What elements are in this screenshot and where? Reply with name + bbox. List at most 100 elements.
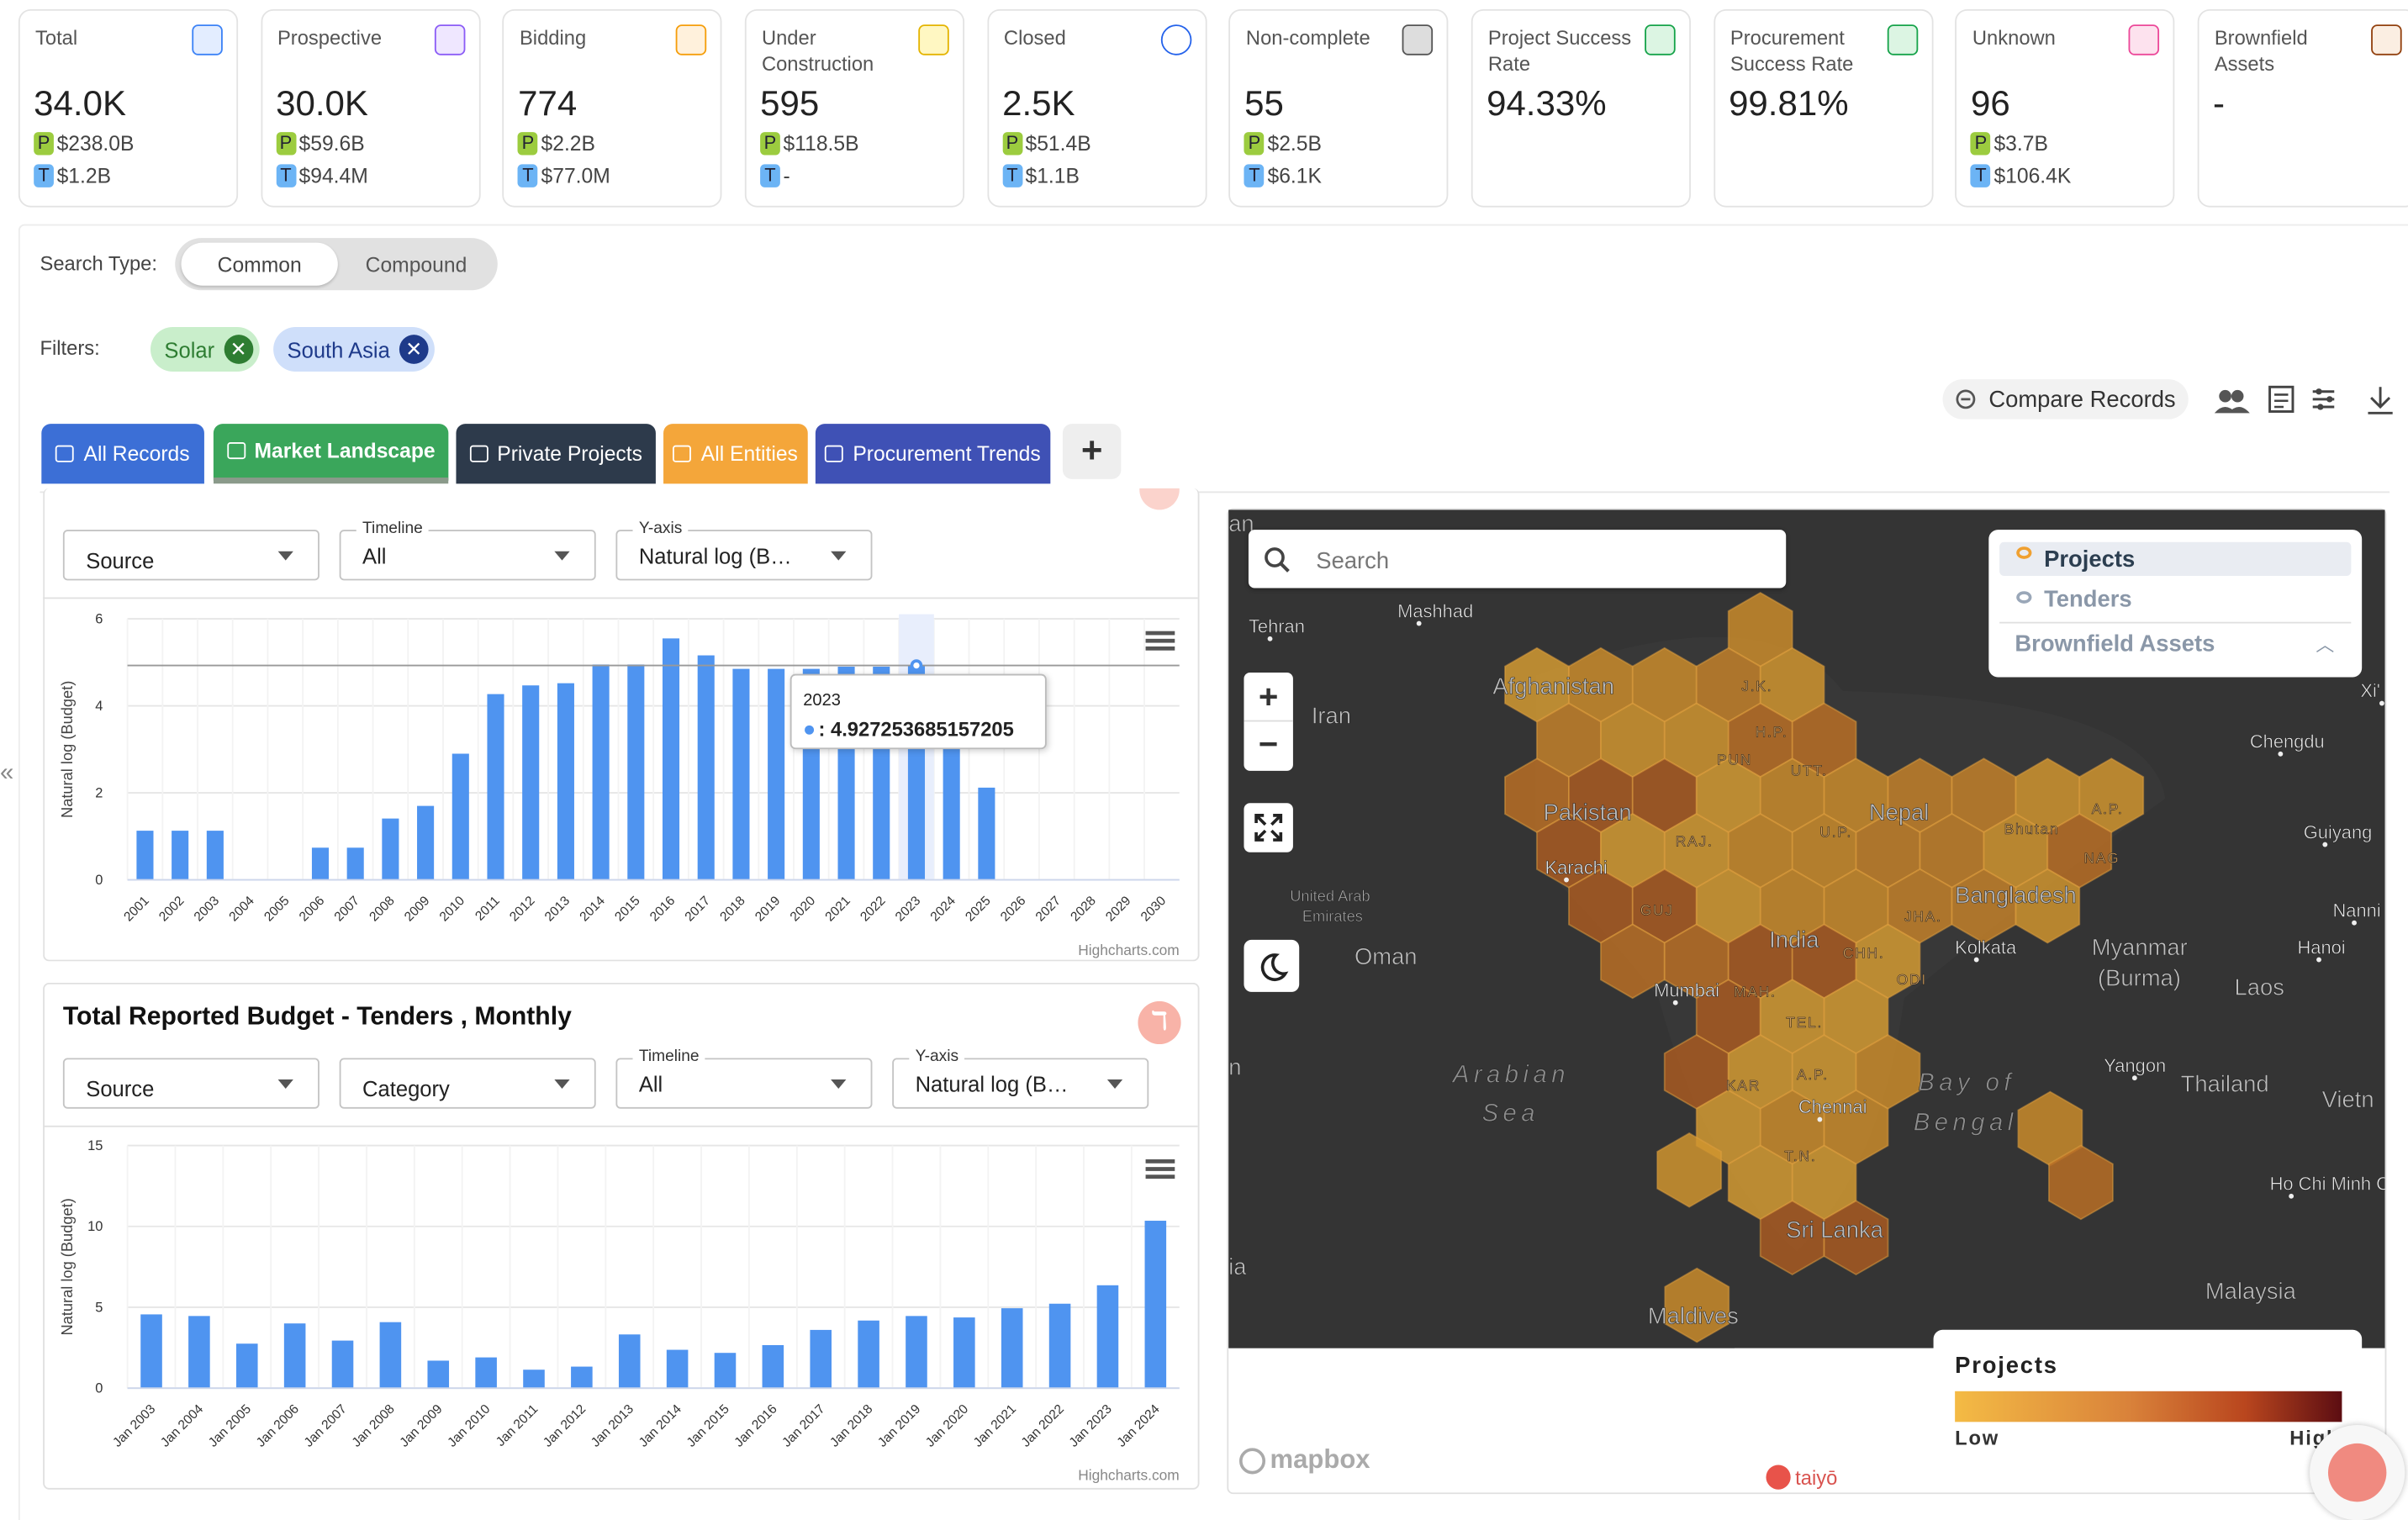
search-icon: [1265, 547, 1290, 573]
assistant-button[interactable]: [2310, 1424, 2405, 1520]
search-type-label: Search Type:: [40, 251, 157, 275]
tab-label: All Entities: [700, 442, 798, 466]
dropdown[interactable]: Source: [62, 530, 319, 581]
map-legend: Projects Low High: [1933, 1329, 2363, 1453]
dropdown[interactable]: Category: [339, 1058, 596, 1109]
bar: [136, 831, 154, 880]
map-label: Maldives: [1648, 1302, 1739, 1328]
bar: [1096, 1285, 1119, 1389]
dropdown-label: Y-axis: [632, 519, 689, 538]
layer-option[interactable]: Projects: [2044, 546, 2136, 573]
card-icon: [1160, 24, 1191, 55]
map-label: Afghanistan: [1492, 673, 1614, 699]
x-tick-label: Jan 2021: [971, 1402, 1019, 1450]
zoom-in[interactable]: +: [1244, 673, 1293, 722]
hex-cell: [1656, 1132, 1723, 1208]
x-tick-label: 2021: [822, 894, 853, 924]
toggle-option[interactable]: Compound: [365, 253, 467, 277]
badge: P: [34, 132, 54, 156]
map-label: ODI: [1897, 971, 1927, 988]
tooltip: [789, 673, 1047, 750]
dropdown-value: All: [638, 1071, 663, 1097]
tab[interactable]: Private Projects: [456, 424, 656, 484]
y-tick-label: 5: [95, 1300, 103, 1315]
x-tick-label: 2030: [1138, 894, 1170, 925]
badge: T: [34, 164, 54, 187]
card-line: P $59.6B: [276, 132, 365, 156]
x-tick-label: Jan 2013: [589, 1402, 636, 1450]
dropdown[interactable]: Timeline All: [615, 1047, 873, 1109]
card-icon: [434, 24, 465, 55]
compare-button[interactable]: Compare Records: [1942, 379, 2189, 420]
chip-remove[interactable]: ✕: [224, 335, 253, 364]
card-line: P $2.2B: [518, 132, 595, 156]
card-line: T $1.2B: [34, 164, 111, 187]
x-tick-label: 2029: [1103, 894, 1133, 924]
map-label: TEL.: [1786, 1014, 1823, 1031]
city-dot: [2316, 957, 2321, 963]
map-label: Tehran: [1249, 616, 1305, 637]
bar: [810, 1329, 832, 1389]
assistant-icon: [2327, 1443, 2387, 1502]
card-title: Brownfield Assets: [2214, 26, 2308, 76]
city-dot: [1416, 620, 1422, 626]
hex-cell: [1823, 1200, 1889, 1276]
card-value: 774: [518, 82, 578, 124]
bar: [346, 847, 364, 880]
bar: [188, 1316, 210, 1389]
y-axis-label: Natural log (Budget): [58, 1198, 76, 1335]
map-label: (Burma): [2098, 965, 2181, 991]
x-tick-label: Jan 2022: [1019, 1402, 1067, 1450]
bar: [523, 1370, 545, 1389]
dropdown[interactable]: Y-axis Natural log (B…: [615, 519, 873, 581]
layer-option[interactable]: Brownfield Assets: [2015, 631, 2215, 657]
card-title: Project Success Rate: [1487, 26, 1632, 76]
x-tick-label: Jan 2016: [731, 1402, 779, 1450]
y-tick-label: 10: [87, 1219, 103, 1234]
y-tick-label: 15: [87, 1138, 103, 1153]
eye-icon: [2016, 546, 2032, 559]
toggle-option[interactable]: Common: [217, 253, 302, 277]
add-tab[interactable]: +: [1062, 424, 1122, 479]
city-dot: [2131, 1075, 2137, 1081]
toolbar-icons[interactable]: [2211, 383, 2399, 420]
card-title: Total: [35, 26, 78, 50]
card-value: 99.81%: [1729, 82, 1849, 124]
chevron[interactable]: ︿: [2316, 634, 2335, 656]
dropdown[interactable]: Source: [62, 1058, 319, 1109]
tab[interactable]: All Entities: [663, 424, 808, 484]
tab[interactable]: Market Landscape: [213, 424, 449, 484]
bar: [978, 787, 995, 880]
chip-remove[interactable]: ✕: [399, 335, 429, 364]
map-label: Arabian: [1451, 1062, 1570, 1089]
badge: T: [1244, 164, 1265, 187]
fullscreen[interactable]: [1244, 803, 1293, 852]
dropdown[interactable]: Y-axis Natural log (B…: [892, 1047, 1149, 1109]
x-tick-label: 2014: [577, 894, 608, 925]
tab-icon: [673, 445, 692, 462]
tab[interactable]: All Records: [41, 424, 204, 484]
map[interactable]: Tehran Mashhad Afghanistan Iran Pakistan Kara…: [1228, 509, 2385, 1348]
map-label: GUJ: [1640, 902, 1674, 919]
brand-name: taiyō: [1795, 1465, 1838, 1489]
dropdown[interactable]: Timeline All: [339, 519, 596, 581]
map-label: Sri Lanka: [1786, 1217, 1883, 1243]
x-tick-label: Jan 2007: [302, 1402, 350, 1450]
card-line: P $51.4B: [1002, 132, 1091, 156]
map-label: CHH.: [1843, 945, 1885, 962]
bar: [331, 1340, 354, 1389]
tab[interactable]: Procurement Trends: [815, 424, 1051, 484]
map-label: Bhutan: [2004, 821, 2060, 837]
collapse-handle[interactable]: «: [0, 760, 14, 787]
card-value: 34.0K: [34, 82, 126, 124]
x-tick-label: 2013: [542, 894, 573, 924]
card-icon: [192, 24, 223, 55]
card-value: 94.33%: [1487, 82, 1607, 124]
layer-option[interactable]: Tenders: [2044, 586, 2132, 613]
badge: T: [1971, 164, 1991, 187]
x-tick-label: 2022: [858, 894, 888, 924]
theme-toggle[interactable]: [1244, 939, 1300, 992]
map-search[interactable]: Search: [1248, 530, 1787, 588]
zoom-out[interactable]: −: [1258, 725, 1279, 763]
